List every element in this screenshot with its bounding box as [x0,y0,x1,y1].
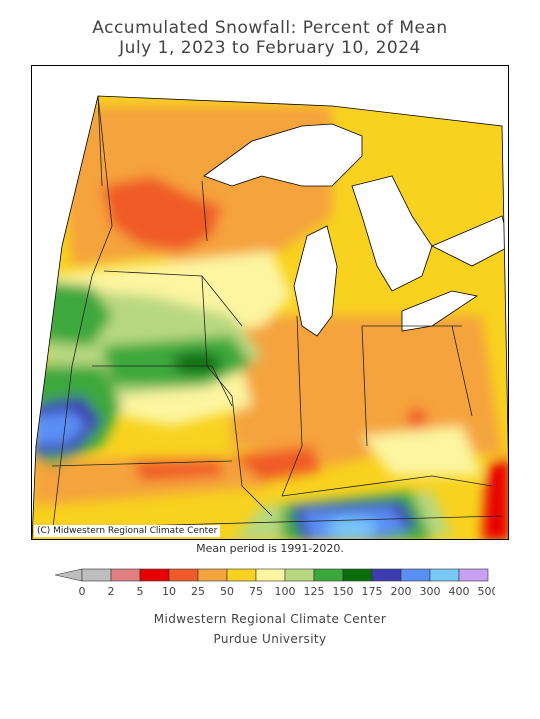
legend-tick-label: 500 [478,585,496,598]
lake-ontario [431,215,508,267]
legend-swatch [197,568,228,582]
map-title: Accumulated Snowfall: Percent of Mean [92,18,448,38]
legend-tick-label: 125 [304,585,325,598]
legend-tick-label: 25 [191,585,205,598]
legend-swatch [255,568,286,582]
lake-superior [203,123,363,187]
legend-swatch [429,568,460,582]
copyright-label: (C) Midwestern Regional Climate Center [34,525,221,537]
legend-swatch [110,568,141,582]
legend-swatch [400,568,431,582]
legend-swatch [342,568,373,582]
map-date-range: July 1, 2023 to February 10, 2024 [119,38,421,58]
snowfall-map: (C) Midwestern Regional Climate Center [31,65,509,540]
legend-swatch [226,568,257,582]
red-region-ohio [407,408,427,428]
color-legend: 02510255075100125150175200300400500 [54,566,499,606]
blue-region-kansas [32,411,87,446]
state-borders [51,96,503,537]
footer-org: Midwestern Regional Climate Center [153,612,387,626]
legend-swatch [313,568,344,582]
orange-region-east [232,316,502,466]
legend-swatch [168,568,199,582]
legend-swatch [371,568,402,582]
legend-tick-label: 2 [108,585,115,598]
legend-below-arrow [54,568,83,582]
map-graphic [32,95,508,539]
footer-university: Purdue University [213,632,327,646]
red-region-minnesota [102,176,222,251]
legend-tick-label: 75 [249,585,263,598]
legend-swatch [458,568,489,582]
yellow-region-kentucky [362,426,482,476]
red-region-southeast [482,456,508,539]
legend-tick-label: 150 [333,585,354,598]
legend-swatch [284,568,315,582]
legend-tick-label: 50 [220,585,234,598]
legend-tick-label: 175 [362,585,383,598]
legend-swatch [81,568,112,582]
lake-huron [351,175,433,292]
lake-erie [401,290,479,332]
mean-period-note: Mean period is 1991-2020. [196,542,344,555]
lake-michigan [293,225,338,337]
legend-swatch [139,568,170,582]
legend-tick-label: 200 [391,585,412,598]
legend-tick-label: 100 [275,585,296,598]
legend-tick-label: 0 [79,585,86,598]
legend-tick-label: 5 [137,585,144,598]
red-region-missouri [132,461,222,481]
green-region-dakota [42,281,112,346]
legend-graphic: 02510255075100125150175200300400500 [54,568,499,598]
legend-tick-label: 300 [420,585,441,598]
legend-tick-label: 10 [162,585,176,598]
sky-region-tennessee [327,518,377,538]
legend-tick-label: 400 [449,585,470,598]
red-region-illinois [232,446,322,481]
